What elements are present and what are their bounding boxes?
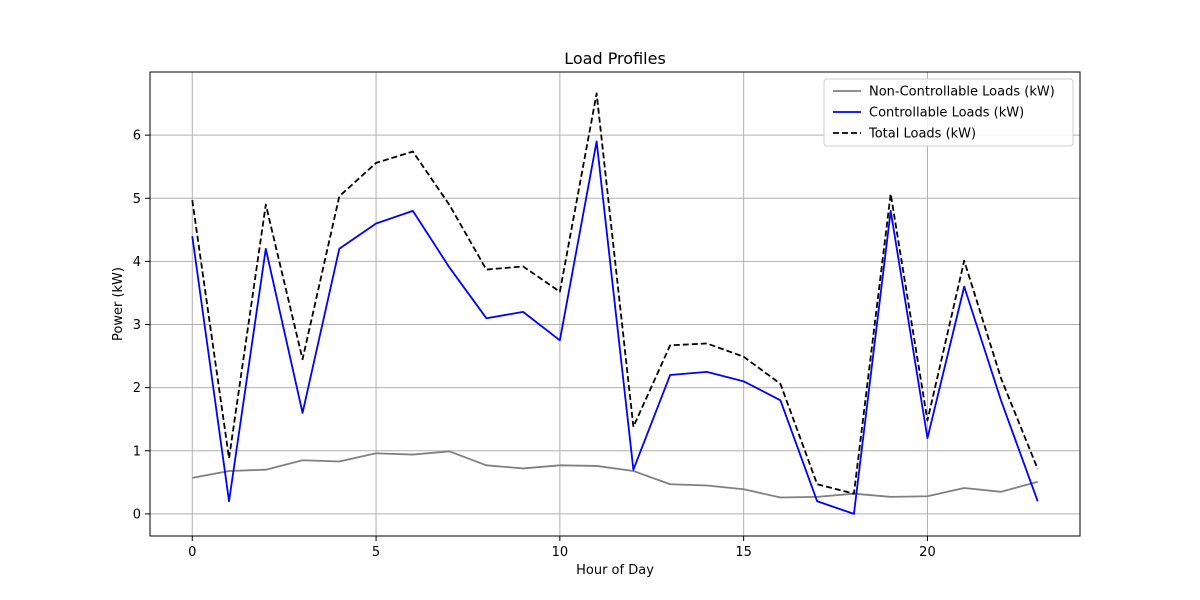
x-tick-label: 5 [372,545,380,560]
y-tick-label: 3 [133,318,141,333]
series-line-1 [191,140,1039,515]
y-tick-label: 2 [133,381,141,396]
plot-frame [149,71,1081,537]
y-tick-label: 6 [133,129,141,144]
y-axis-label: Power (kW) [111,267,126,341]
legend: Non-Controllable Loads (kW) Controllable … [823,78,1074,147]
x-tick-label: 15 [735,545,752,560]
series-line-0 [192,450,1038,499]
x-tick-label: 10 [552,545,569,560]
y-tick-label: 4 [133,255,141,270]
axis-ticks: 0 5 10 15 20 0 1 2 3 4 5 6 [133,129,936,560]
legend-label-0: Non-Controllable Loads (kW) [869,85,1055,100]
legend-label-2: Total Loads (kW) [868,127,976,142]
y-tick-label: 1 [133,444,141,459]
x-tick-label: 0 [188,545,196,560]
series-line-2 [191,92,1039,495]
y-tick-label: 0 [133,507,141,522]
x-tick-label: 20 [919,545,936,560]
y-tick-label: 5 [133,192,141,207]
chart-title: Load Profiles [564,49,666,68]
legend-label-1: Controllable Loads (kW) [869,106,1024,121]
x-axis-label: Hour of Day [576,563,654,578]
legend-box [823,78,1074,147]
series-lines [191,92,1039,515]
